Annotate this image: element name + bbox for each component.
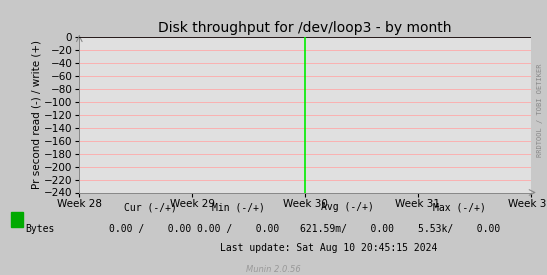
Text: 0.00 /    0.00: 0.00 / 0.00 xyxy=(109,224,191,234)
Text: Bytes: Bytes xyxy=(26,224,55,234)
Text: Avg (-/+): Avg (-/+) xyxy=(321,202,374,212)
Title: Disk throughput for /dev/loop3 - by month: Disk throughput for /dev/loop3 - by mont… xyxy=(158,21,452,35)
Text: Cur (-/+): Cur (-/+) xyxy=(124,202,177,212)
Text: Munin 2.0.56: Munin 2.0.56 xyxy=(246,265,301,274)
Text: Last update: Sat Aug 10 20:45:15 2024: Last update: Sat Aug 10 20:45:15 2024 xyxy=(219,243,437,253)
Text: Min (-/+): Min (-/+) xyxy=(212,202,264,212)
Text: RRDTOOL / TOBI OETIKER: RRDTOOL / TOBI OETIKER xyxy=(537,63,543,157)
Text: 0.00 /    0.00: 0.00 / 0.00 xyxy=(197,224,279,234)
Text: 5.53k/    0.00: 5.53k/ 0.00 xyxy=(418,224,501,234)
Y-axis label: Pr second read (-) / write (+): Pr second read (-) / write (+) xyxy=(31,40,41,189)
Text: Max (-/+): Max (-/+) xyxy=(433,202,486,212)
Text: 621.59m/    0.00: 621.59m/ 0.00 xyxy=(300,224,394,234)
